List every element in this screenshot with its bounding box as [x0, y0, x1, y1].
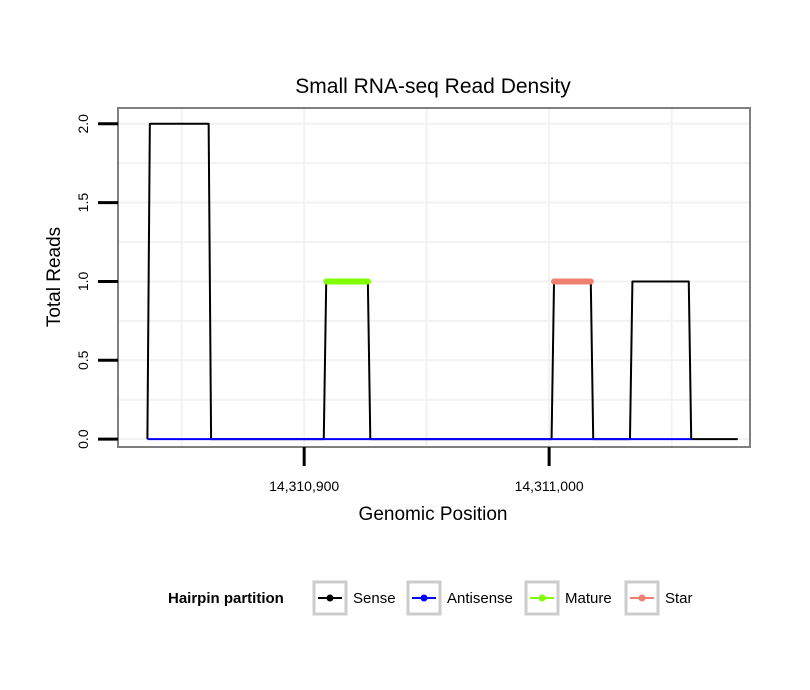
plot-background — [118, 108, 750, 447]
plot-panel — [117, 107, 751, 448]
legend-key-dot — [420, 594, 428, 602]
y-axis-label: Total Reads — [44, 227, 65, 327]
x-axis: 14,310,900 14,311,000 — [269, 447, 584, 494]
legend-label-star: Star — [665, 590, 693, 607]
legend-title: Hairpin partition — [168, 590, 284, 607]
y-tick-label: 0.0 — [75, 429, 91, 449]
plot-border — [117, 107, 751, 448]
legend-entries: Sense Antisense Mature Star — [312, 580, 693, 616]
legend: Hairpin partition Sense Antisense Mature St… — [168, 580, 693, 616]
y-axis: 0.0 0.5 1.0 1.5 2.0 — [75, 114, 118, 449]
y-tick-label: 1.5 — [75, 193, 91, 213]
legend-label-sense: Sense — [353, 590, 396, 607]
x-tick-label: 14,311,000 — [515, 478, 584, 494]
x-axis-label: Genomic Position — [359, 504, 508, 525]
legend-key-dot — [326, 594, 334, 602]
legend-key-dot — [538, 594, 546, 602]
chart-title: Small RNA-seq Read Density — [295, 75, 571, 98]
y-tick-label: 0.5 — [75, 350, 91, 370]
x-tick-label: 14,310,900 — [269, 478, 339, 494]
legend-label-mature: Mature — [565, 590, 612, 607]
legend-key-dot — [638, 594, 646, 602]
legend-label-antisense: Antisense — [447, 590, 513, 607]
y-tick-label: 1.0 — [75, 272, 91, 292]
data-series — [146, 122, 738, 441]
y-tick-label: 2.0 — [75, 114, 91, 134]
